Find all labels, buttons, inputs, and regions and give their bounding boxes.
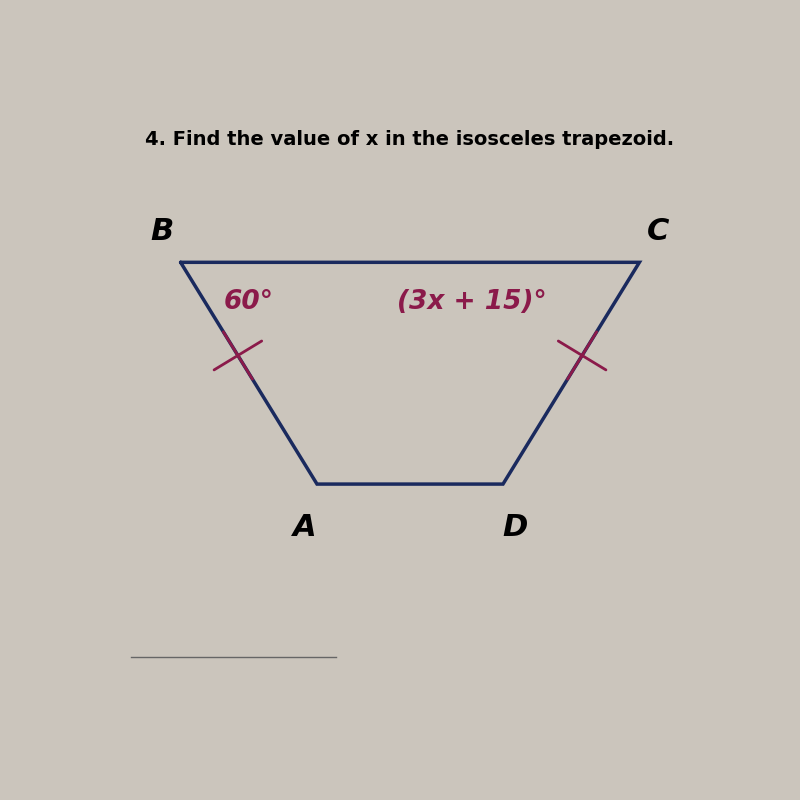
Text: C: C bbox=[647, 217, 669, 246]
Text: 4. Find the value of x in the isosceles trapezoid.: 4. Find the value of x in the isosceles … bbox=[146, 130, 674, 149]
Text: B: B bbox=[150, 217, 174, 246]
Text: (3x + 15)°: (3x + 15)° bbox=[397, 290, 547, 315]
Text: D: D bbox=[502, 513, 528, 542]
Text: 60°: 60° bbox=[224, 290, 274, 315]
Text: A: A bbox=[293, 513, 317, 542]
